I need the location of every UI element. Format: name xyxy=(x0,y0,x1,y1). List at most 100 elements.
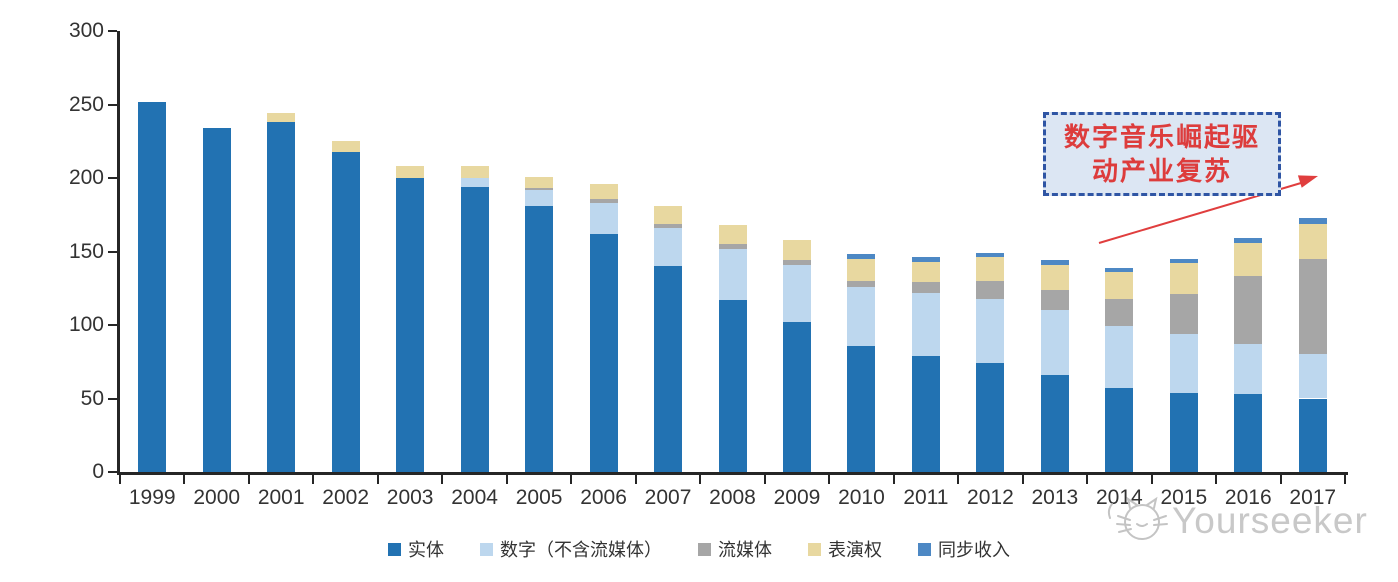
bar-segment-2005-series2 xyxy=(525,188,554,190)
bar-segment-2004-series0 xyxy=(460,186,489,472)
bar-segment-2011-series3 xyxy=(911,261,940,283)
legend-swatch-icon xyxy=(388,542,401,556)
bar-segment-2014-series1 xyxy=(1105,326,1134,389)
bar-segment-2014-series0 xyxy=(1105,388,1134,472)
bar-segment-1999-series0 xyxy=(138,101,167,472)
x-axis-label-2010: 2010 xyxy=(838,486,885,509)
x-axis-label-2003: 2003 xyxy=(386,486,434,509)
legend-label: 流媒体 xyxy=(718,540,772,560)
x-axis-tick xyxy=(1086,475,1089,484)
watermark-text: Yourseeker xyxy=(1172,500,1368,541)
x-axis-tick xyxy=(634,475,637,484)
annotation-arrowhead-icon xyxy=(1297,175,1318,188)
bar-segment-2013-series2 xyxy=(1040,289,1069,311)
y-axis-tick-label: 200 xyxy=(68,166,104,189)
bar-segment-2015-series1 xyxy=(1169,333,1198,393)
bar-segment-2009-series0 xyxy=(782,322,811,472)
x-axis-label-2008: 2008 xyxy=(709,486,756,509)
x-axis-label-2013: 2013 xyxy=(1031,486,1079,509)
annotation-text-line1: 数字音乐崛起驱 xyxy=(1063,122,1260,152)
bar-segment-2015-series4 xyxy=(1169,258,1198,264)
y-axis-tick xyxy=(108,177,117,179)
annotation-text-line2: 动产业复苏 xyxy=(1091,156,1232,186)
bar-segment-2007-series0 xyxy=(654,266,683,472)
watermark: Yourseeker xyxy=(1104,494,1368,548)
x-axis-label-1999: 1999 xyxy=(128,486,176,509)
bar-segment-2007-series3 xyxy=(654,205,683,224)
legend-label: 同步收入 xyxy=(938,540,1010,560)
y-axis-tick-label: 150 xyxy=(68,239,104,263)
bar-segment-2007-series2 xyxy=(654,223,683,228)
bar-segment-2016-series0 xyxy=(1234,394,1263,472)
bar-segment-2005-series1 xyxy=(525,189,554,206)
x-axis-tick xyxy=(1279,475,1282,484)
y-axis-tick-label: 100 xyxy=(68,313,104,336)
annotation-callout: 数字音乐崛起驱 动产业复苏 xyxy=(1043,112,1281,196)
bar-segment-2017-series1 xyxy=(1298,354,1327,399)
bar-segment-2008-series3 xyxy=(718,225,747,245)
bar-segment-2006-series1 xyxy=(589,202,618,234)
bar-segment-2011-series0 xyxy=(911,355,940,472)
bar-segment-2011-series1 xyxy=(911,292,940,356)
bar-segment-2003-series3 xyxy=(396,166,425,178)
x-axis-tick xyxy=(1021,475,1024,484)
bar-segment-2016-series2 xyxy=(1234,276,1263,345)
bar-segment-2016-series3 xyxy=(1234,242,1263,277)
x-axis-tick xyxy=(247,475,250,484)
x-axis-label-2014: 2014 xyxy=(1095,486,1143,509)
bar-segment-2005-series3 xyxy=(525,176,554,189)
bar-segment-2013-series1 xyxy=(1040,310,1069,375)
legend-item-4: 同步收入 xyxy=(918,536,1010,562)
bar-segment-2005-series0 xyxy=(525,205,554,472)
x-axis-label-2016: 2016 xyxy=(1224,486,1272,509)
bar-segment-2015-series0 xyxy=(1169,392,1198,472)
x-axis-label-2000: 2000 xyxy=(193,486,241,509)
bar-segment-2006-series2 xyxy=(589,198,618,203)
x-axis-label-2004: 2004 xyxy=(451,486,498,509)
bar-segment-2012-series2 xyxy=(976,280,1005,299)
legend-label: 数字（不含流媒体） xyxy=(500,540,662,560)
x-axis-label-2012: 2012 xyxy=(967,486,1014,509)
x-axis-label-2005: 2005 xyxy=(515,486,563,509)
bar-segment-2017-series3 xyxy=(1298,223,1327,259)
bar-segment-2017-series4 xyxy=(1298,217,1327,224)
x-axis-label-2001: 2001 xyxy=(257,486,305,509)
bar-segment-2008-series2 xyxy=(718,244,747,249)
legend-item-3: 表演权 xyxy=(808,536,882,562)
y-axis-tick xyxy=(108,250,117,253)
x-axis-tick xyxy=(376,475,379,484)
x-axis-tick xyxy=(763,475,766,484)
legend-swatch-icon xyxy=(808,542,821,556)
x-axis-tick xyxy=(699,475,702,484)
bar-segment-2010-series0 xyxy=(847,345,876,472)
legend-swatch-icon xyxy=(918,542,931,556)
x-axis xyxy=(117,472,1348,475)
y-axis-tick xyxy=(108,397,117,400)
y-axis xyxy=(117,31,120,475)
bar-segment-2016-series1 xyxy=(1234,344,1263,395)
cat-face-icon xyxy=(1107,496,1168,540)
legend-swatch-icon xyxy=(480,542,493,556)
bar-segment-2012-series1 xyxy=(976,298,1005,364)
bar-segment-2009-series1 xyxy=(782,264,811,323)
bar-segment-2017-series0 xyxy=(1298,398,1327,472)
bar-segment-2010-series3 xyxy=(847,258,876,281)
x-axis-tick xyxy=(828,475,831,484)
x-axis-label-2017: 2017 xyxy=(1289,486,1337,509)
bar-segment-2002-series0 xyxy=(331,151,360,472)
y-axis-tick-label: 300 xyxy=(68,19,104,42)
bar-segment-2004-series1 xyxy=(460,178,489,187)
legend-item-0: 实体 xyxy=(388,536,444,562)
bar-segment-2003-series0 xyxy=(396,178,425,472)
legend-item-2: 流媒体 xyxy=(698,536,772,562)
bar-segment-2006-series3 xyxy=(589,183,618,199)
legend: 实体 数字（不含流媒体） 流媒体 表演权 同步收入 xyxy=(0,534,1398,564)
x-axis-label-2007: 2007 xyxy=(644,486,692,509)
x-axis-tick xyxy=(505,475,508,484)
x-axis-tick xyxy=(312,475,315,484)
bar-segment-2007-series1 xyxy=(654,227,683,267)
bar-segment-2014-series2 xyxy=(1105,298,1134,327)
x-axis-tick xyxy=(1215,475,1218,484)
bar-segment-2017-series2 xyxy=(1298,258,1327,355)
bar-segment-2013-series3 xyxy=(1040,264,1069,290)
